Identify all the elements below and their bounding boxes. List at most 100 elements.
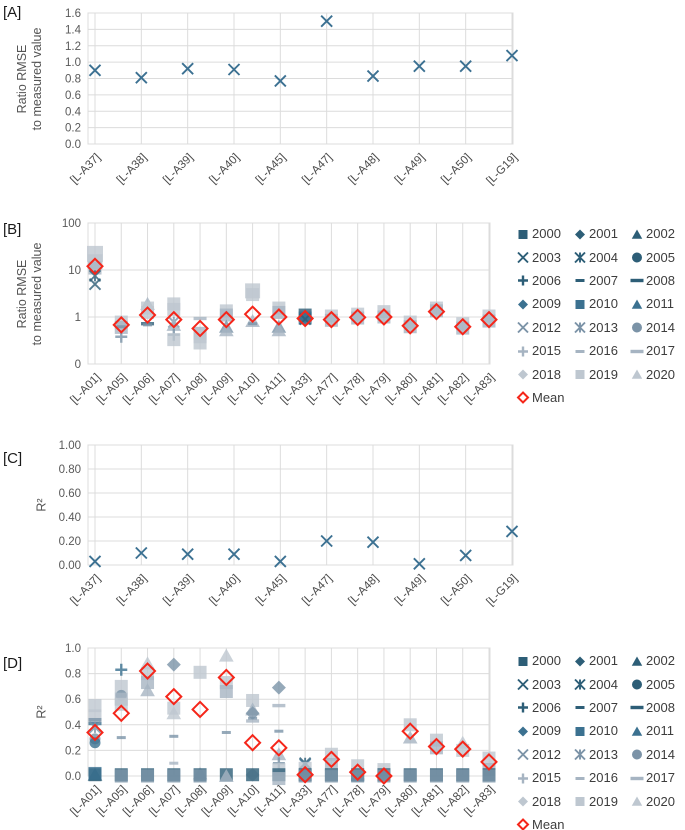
di-marker-icon [518,796,528,807]
xs-marker-icon [574,749,586,761]
panel-b-label: [B] [3,221,22,238]
legend-year-label: 2002 [646,653,675,669]
x-category-label: [L-A49] [393,152,428,187]
legend-year-label: 2012 [532,746,561,762]
dsh-marker-icon [575,349,585,353]
legend-item-2000: 2000 [516,226,573,241]
x-category-label: [L-A38] [115,573,150,608]
legend-year-label: 2019 [589,366,618,382]
legend-item-2019: 2019 [573,794,630,809]
legend-item-2011: 2011 [630,723,684,738]
legend-item-2015: 2015 [516,343,573,358]
legend-year-label: 2009 [532,296,561,312]
legend-item-2016: 2016 [573,343,630,358]
legend-item-2020: 2020 [630,794,684,809]
y-tick-label: 0.2 [65,123,81,135]
legend-year-label: 2017 [646,343,675,359]
y-tick-label: 0.20 [59,536,81,548]
y-tick-label: 0.8 [65,669,81,681]
legend-item-2003: 2003 [516,677,573,692]
panel-d-label: [D] [3,655,23,672]
legend-item-2005: 2005 [630,677,684,692]
x-category-label: [L-A48] [346,152,381,187]
panel-c-chart: 0.00 0.20 0.40 0.60 0.80 1.00 [L-A37] [L-A38] [L… [59,440,521,608]
legend-item-mean: Mean [516,386,684,409]
legend-item-2011: 2011 [630,296,684,311]
legend-item-2001: 2001 [573,653,630,668]
x-category-label: [L-A50] [439,573,474,608]
dash-marker-icon [630,279,644,283]
xs-marker-icon [574,251,586,264]
legend-item-2000: 2000 [516,653,573,668]
pl-marker-icon [518,275,528,286]
legend-year-label: 2017 [646,770,675,786]
y-tick-label: 1 [75,312,81,324]
legend-item-2013: 2013 [573,320,630,335]
dash-marker-icon [630,706,644,710]
di-marker-icon [518,369,528,380]
dsh-marker-icon [575,279,585,283]
panel-d-chart: 0.00.20.40.60.81.0[L-A01][L-A05][L-A06][… [65,643,498,818]
legend-item-2012: 2012 [516,320,573,335]
x-category-label: [L-G19] [485,152,521,188]
y-tick-label: 1.6 [65,8,81,20]
legend-item-2008: 2008 [630,700,684,715]
legend-year-label: 2006 [532,699,561,715]
legend-item-2006: 2006 [516,273,573,288]
sq-marker-icon [575,370,585,380]
y-tick-label: 0.4 [65,106,82,118]
sq-marker-icon [518,656,528,666]
legend-item-2018: 2018 [516,367,573,382]
x-category-label: [L-A40] [207,152,242,187]
legend-year-label: 2005 [646,676,675,692]
legend-year-label: 2004 [589,676,618,692]
legend-item-2012: 2012 [516,747,573,762]
sq-marker-icon [575,299,585,309]
dash-marker-icon [630,349,644,353]
legend-year-label: 2008 [646,699,675,715]
legend-year-label: 2012 [532,319,561,335]
legend-year-grid: 2000 2001 2002 2003 2004 2005 2006 2007 2008 2009… [516,222,684,386]
panel-a-label: [A] [3,4,22,21]
legend-year-label: 2010 [589,296,618,312]
y-tick-label: 0.2 [65,745,81,757]
tr-marker-icon [631,369,643,379]
sq-marker-icon [575,726,585,736]
tr-marker-icon [631,299,643,309]
x-category-label: [L-A40] [207,573,242,608]
legend-item-2013: 2013 [573,747,630,762]
x-category-label: [L-A37] [68,573,103,608]
legend-item-2010: 2010 [573,296,630,311]
legend-item-2008: 2008 [630,273,684,288]
x-marker-icon [517,749,529,761]
legend-year-label: 2007 [589,699,618,715]
x-category-label: [L-A47] [300,573,335,608]
legend-item-2017: 2017 [630,770,684,785]
di-marker-icon [518,299,528,310]
legend-year-label: 2008 [646,272,675,288]
legend-item-2016: 2016 [573,770,630,785]
tr-marker-icon [631,726,643,736]
y-tick-label: 0.4 [65,720,82,732]
legend-item-mean: Mean [516,813,684,830]
legend-item-2006: 2006 [516,700,573,715]
y-tick-label: 0.40 [59,512,81,524]
legend-year-label: 2006 [532,272,561,288]
legend-year-label: 2000 [532,653,561,669]
pl-marker-icon [518,346,528,357]
x-marker-icon [517,678,529,691]
panel-b-chart: 0110100[L-A01][L-A05][L-A06][L-A07][L-A0… [62,218,498,406]
legend-mean-label: Mean [532,816,565,830]
y-tick-label: 1.0 [65,57,81,69]
y-tick-label: 1.0 [65,643,81,655]
tr-marker-icon [631,796,643,806]
tr-marker-icon [631,656,643,666]
legend-mean-label: Mean [532,389,565,405]
legend-year-label: 2011 [646,296,674,312]
di-marker-icon [575,229,585,240]
legend-item-2003: 2003 [516,250,573,265]
legend-year-label: 2007 [589,272,618,288]
y-tick-label: 0.00 [59,560,81,572]
